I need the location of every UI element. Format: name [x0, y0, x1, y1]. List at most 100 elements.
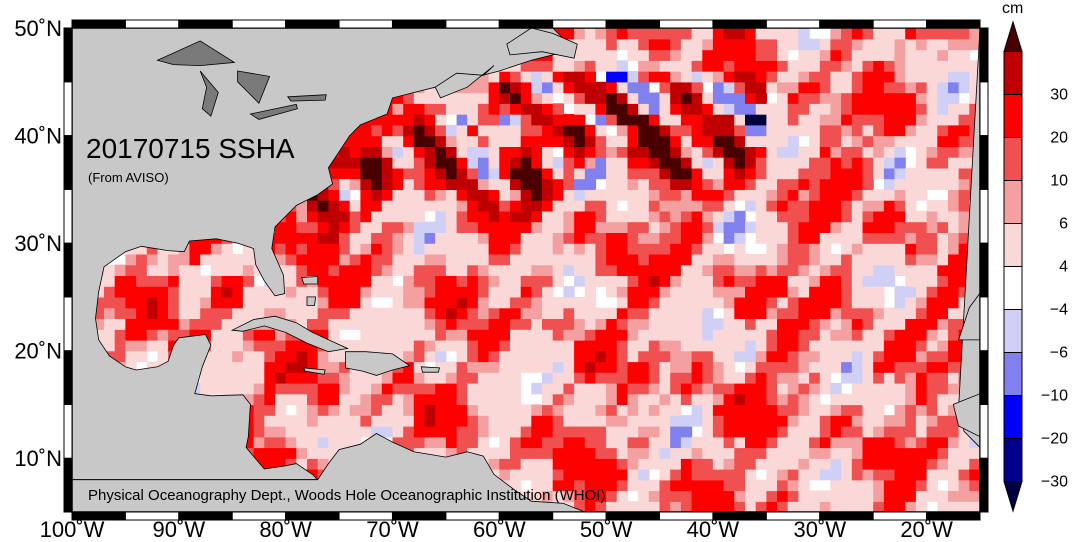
anomaly-cell — [210, 382, 223, 395]
anomaly-cell — [435, 350, 447, 363]
anomaly-cell — [937, 221, 949, 233]
anomaly-cell — [445, 318, 458, 330]
anomaly-cell — [830, 103, 842, 115]
anomaly-cell — [905, 479, 917, 492]
anomaly-cell — [702, 318, 714, 330]
anomaly-cell — [723, 361, 735, 373]
anomaly-cell — [606, 436, 618, 449]
anomaly-cell — [584, 501, 597, 512]
anomaly-cell — [510, 81, 522, 94]
anomaly-cell — [798, 415, 810, 427]
anomaly-cell — [349, 253, 361, 266]
anomaly-cell — [702, 458, 714, 470]
anomaly-cell — [328, 318, 340, 330]
anomaly-cell — [275, 382, 287, 395]
anomaly-cell — [445, 436, 458, 449]
anomaly-cell — [798, 124, 810, 137]
anomaly-cell — [819, 92, 832, 104]
anomaly-cell — [531, 447, 543, 459]
anomaly-cell — [616, 490, 629, 502]
anomaly-cell — [809, 38, 821, 51]
anomaly-cell — [542, 60, 554, 72]
anomaly-cell — [862, 479, 874, 492]
anomaly-cell — [905, 275, 917, 287]
anomaly-cell — [424, 114, 436, 126]
anomaly-cell — [424, 200, 436, 212]
anomaly-cell — [648, 382, 661, 395]
anomaly-cell — [520, 286, 532, 298]
anomaly-cell — [894, 114, 906, 126]
anomaly-cell — [552, 372, 564, 384]
anomaly-cell — [531, 307, 543, 319]
anomaly-cell — [253, 447, 265, 459]
anomaly-cell — [723, 275, 735, 287]
anomaly-cell — [873, 404, 885, 416]
anomaly-cell — [830, 124, 842, 137]
anomaly-cell — [755, 339, 767, 352]
anomaly-cell — [403, 103, 415, 115]
anomaly-cell — [467, 350, 479, 363]
anomaly-cell — [937, 469, 949, 481]
anomaly-cell — [371, 329, 383, 341]
anomaly-cell — [146, 243, 159, 255]
frame-bar — [178, 19, 233, 29]
anomaly-cell — [371, 243, 383, 255]
anomaly-cell — [242, 382, 255, 395]
anomaly-cell — [691, 114, 703, 126]
anomaly-cell — [520, 415, 532, 427]
anomaly-cell — [894, 135, 906, 147]
anomaly-cell — [948, 382, 960, 395]
anomaly-cell — [883, 372, 896, 384]
anomaly-cell — [798, 253, 810, 266]
anomaly-cell — [531, 210, 543, 223]
anomaly-cell — [616, 264, 629, 276]
anomaly-cell — [958, 135, 970, 147]
anomaly-cell — [905, 490, 917, 502]
anomaly-cell — [670, 275, 682, 287]
anomaly-cell — [574, 114, 586, 126]
anomaly-cell — [819, 189, 832, 201]
anomaly-cell — [841, 49, 853, 61]
anomaly-cell — [381, 426, 394, 438]
anomaly-cell — [403, 146, 415, 158]
anomaly-cell — [798, 189, 810, 201]
anomaly-cell — [638, 318, 650, 330]
anomaly-cell — [456, 426, 468, 438]
anomaly-cell — [915, 232, 928, 244]
anomaly-cell — [638, 350, 650, 363]
anomaly-cell — [264, 339, 276, 352]
anomaly-cell — [948, 114, 960, 126]
anomaly-cell — [563, 286, 575, 298]
anomaly-cell — [862, 146, 874, 158]
anomaly-cell — [616, 307, 629, 319]
anomaly-cell — [659, 296, 671, 309]
anomaly-cell — [723, 71, 735, 83]
anomaly-cell — [734, 490, 746, 502]
anomaly-cell — [563, 167, 575, 180]
anomaly-cell — [285, 447, 297, 459]
anomaly-cell — [445, 329, 458, 341]
colorbar-top-triangle — [1003, 20, 1023, 52]
anomaly-cell — [691, 350, 703, 363]
anomaly-cell — [413, 415, 426, 427]
anomaly-cell — [915, 382, 928, 395]
anomaly-cell — [456, 200, 468, 212]
anomaly-cell — [157, 264, 169, 276]
anomaly-cell — [371, 178, 383, 190]
anomaly-cell — [542, 81, 554, 94]
anomaly-cell — [413, 135, 426, 147]
anomaly-cell — [873, 296, 885, 309]
anomaly-cell — [969, 81, 980, 94]
anomaly-cell — [627, 479, 639, 492]
anomaly-cell — [958, 146, 970, 158]
anomaly-cell — [574, 81, 586, 94]
anomaly-cell — [905, 307, 917, 319]
anomaly-cell — [691, 103, 703, 115]
anomaly-cell — [381, 264, 394, 276]
anomaly-cell — [307, 458, 319, 470]
anomaly-cell — [777, 372, 789, 384]
anomaly-cell — [563, 264, 575, 276]
anomaly-cell — [392, 243, 404, 255]
anomaly-cell — [104, 264, 116, 276]
anomaly-cell — [520, 469, 532, 481]
